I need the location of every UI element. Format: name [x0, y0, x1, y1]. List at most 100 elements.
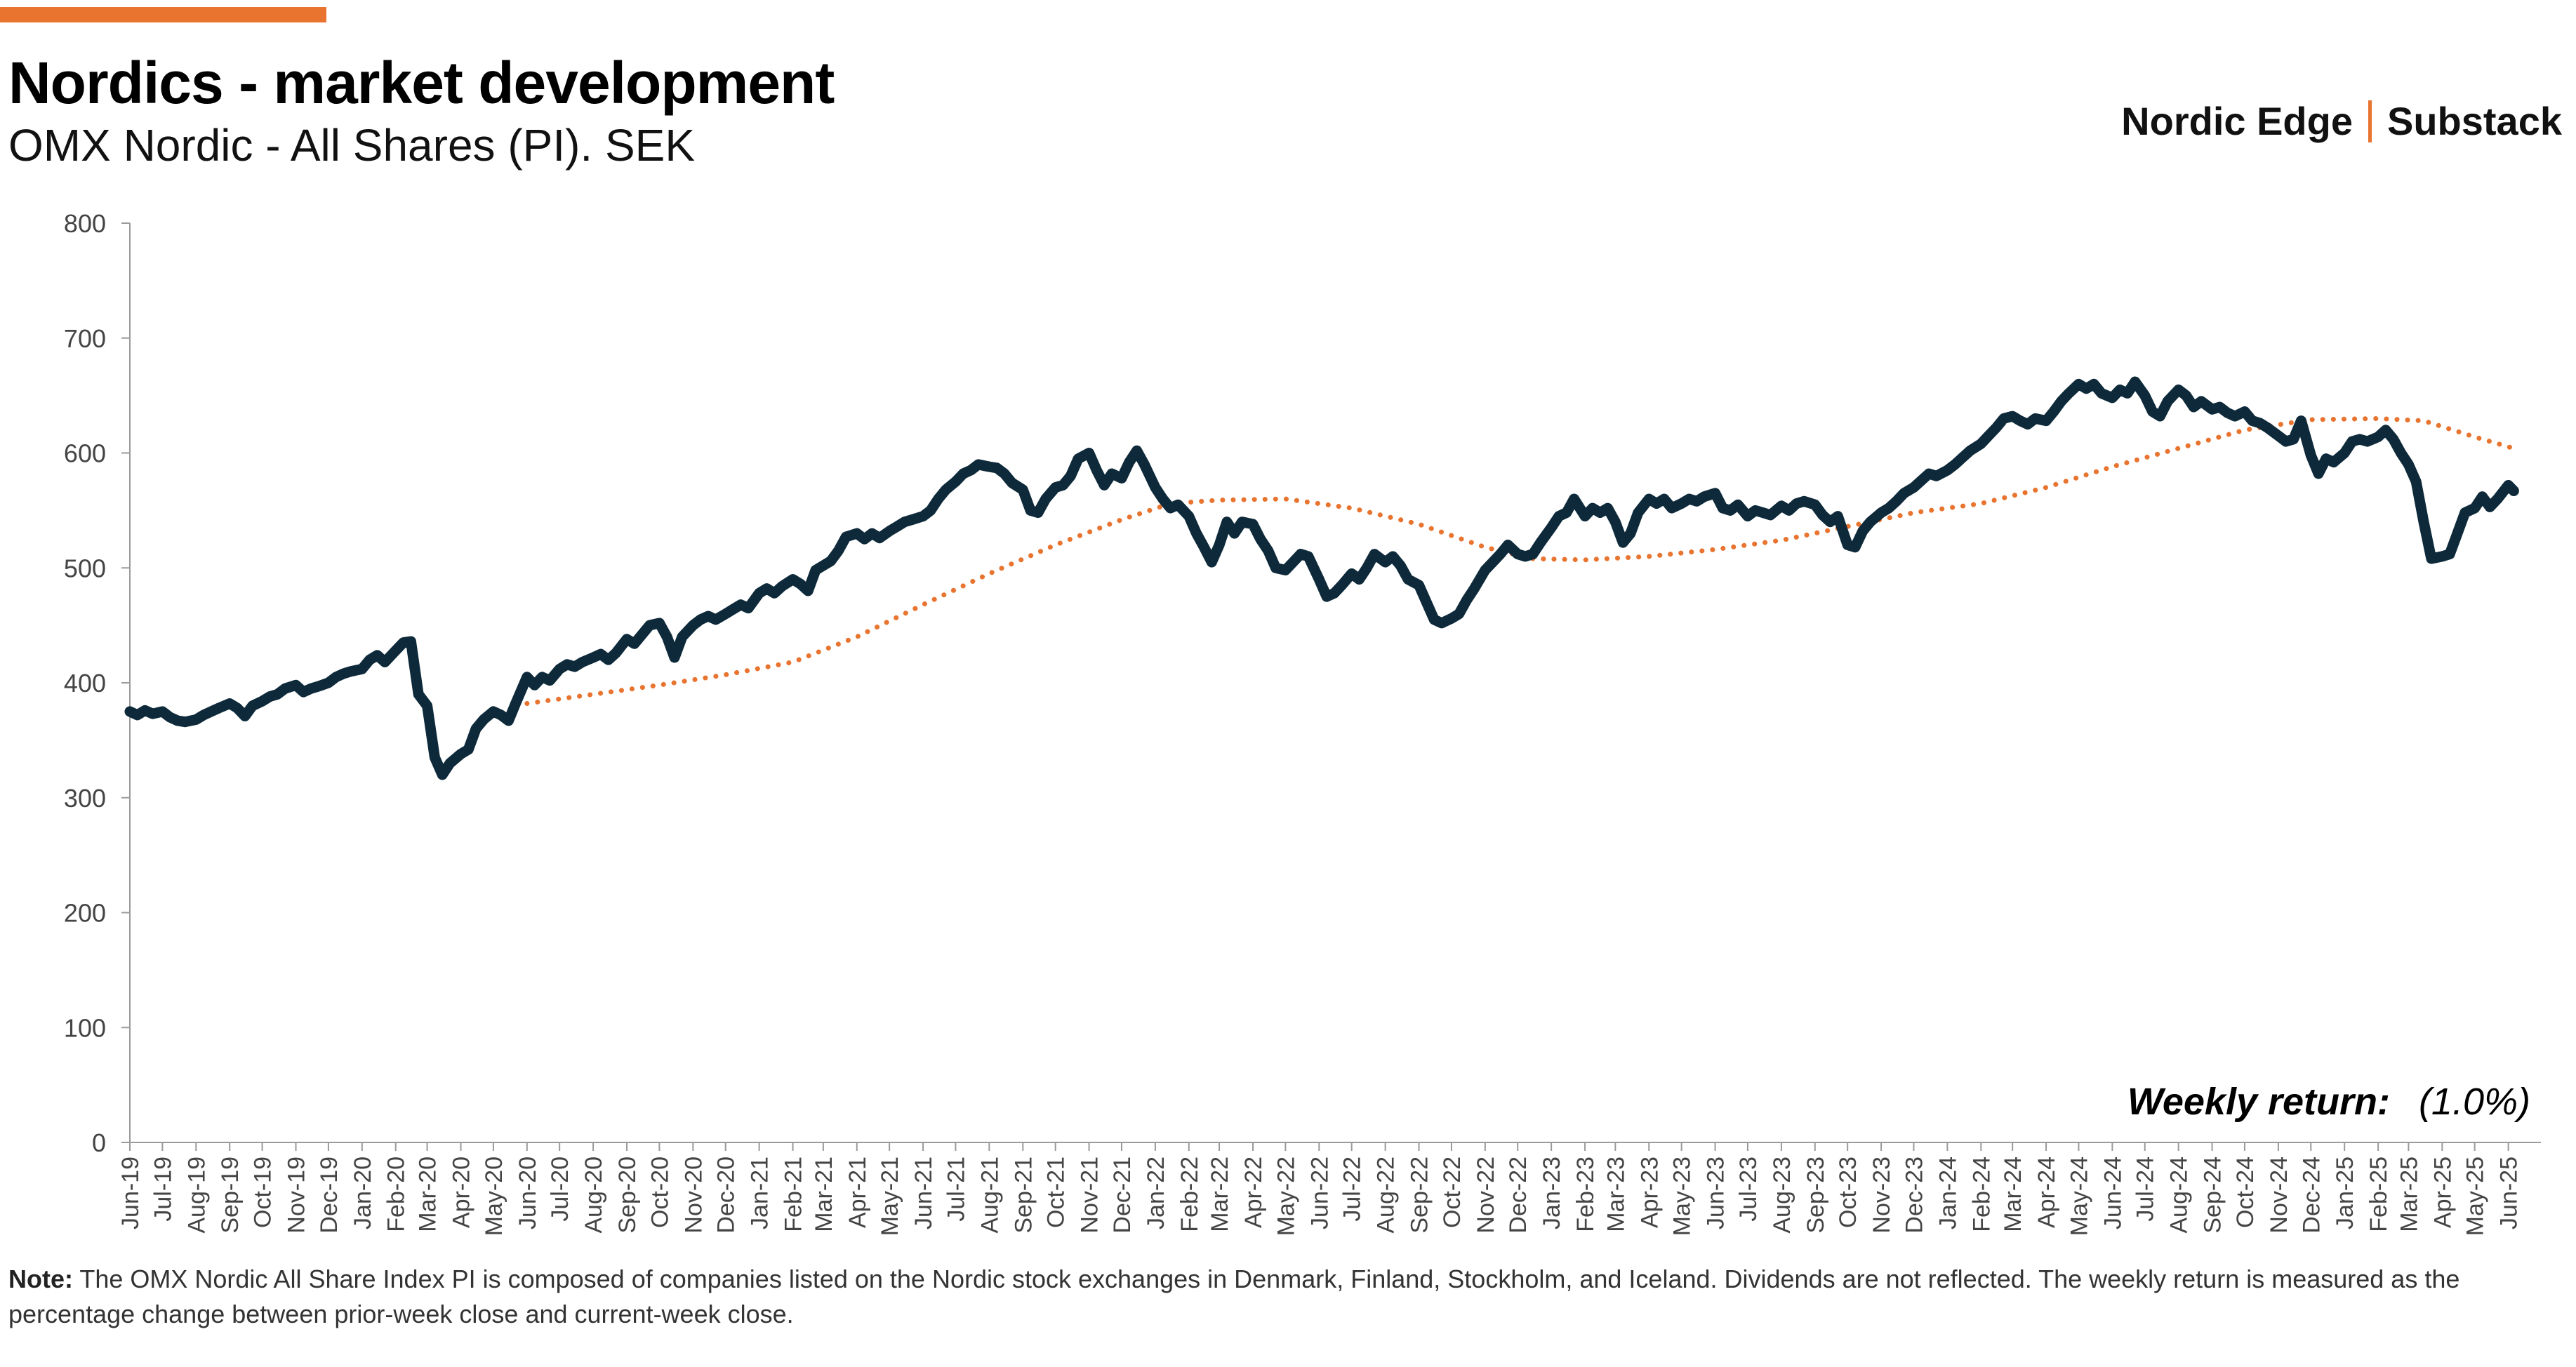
x-tick-label: Sep-19	[217, 1156, 244, 1234]
page-title: Nordics - market development	[8, 50, 835, 116]
brand-separator	[2368, 100, 2372, 142]
index-line	[124, 376, 2519, 780]
x-tick-label: Feb-20	[383, 1156, 410, 1232]
x-tick-label: Feb-25	[2365, 1156, 2392, 1232]
x-tick-label: Jan-23	[1539, 1156, 1565, 1229]
x-tick-label: Mar-23	[1602, 1156, 1629, 1232]
x-tick-label: Nov-22	[1473, 1156, 1499, 1234]
x-tick-label: Sep-21	[1010, 1156, 1037, 1234]
x-tick-label: Dec-21	[1109, 1156, 1136, 1234]
x-tick-label: Jun-20	[514, 1156, 541, 1229]
x-tick-label: Feb-21	[781, 1156, 807, 1232]
x-tick-label: Oct-24	[2232, 1156, 2259, 1228]
x-tick-label: Aug-20	[580, 1156, 607, 1234]
x-tick-label: Nov-24	[2266, 1156, 2292, 1234]
x-tick-label: Jan-25	[2332, 1156, 2358, 1229]
x-tick-label: Jul-24	[2132, 1156, 2159, 1222]
weekly-return-annotation: Weekly return: (1.0%)	[2127, 1081, 2530, 1123]
x-tick-label: May-20	[481, 1156, 507, 1236]
x-tick-label: Mar-22	[1207, 1156, 1233, 1232]
y-tick-label: 0	[92, 1128, 106, 1157]
x-tick-label: Apr-20	[449, 1156, 475, 1228]
y-tick-label: 800	[64, 209, 106, 238]
chart-axes	[129, 223, 2541, 1143]
x-tick-label: Sep-23	[1802, 1156, 1829, 1234]
x-tick-label: Jul-22	[1339, 1156, 1366, 1222]
x-tick-label: Aug-24	[2166, 1156, 2193, 1234]
x-tick-label: Aug-19	[183, 1156, 210, 1234]
x-tick-label: May-21	[877, 1156, 903, 1236]
x-tick-label: Jun-21	[910, 1156, 937, 1229]
x-tick-label: Aug-21	[976, 1156, 1003, 1234]
x-tick-label: Jan-24	[1934, 1156, 1961, 1229]
x-tick-label: Aug-23	[1769, 1156, 1795, 1234]
x-tick-label: Aug-22	[1373, 1156, 1400, 1234]
x-tick-label: Apr-24	[2033, 1156, 2060, 1228]
x-tick-label: Jun-22	[1306, 1156, 1333, 1229]
x-tick-label: Oct-21	[1043, 1156, 1070, 1228]
footnote: Note: The OMX Nordic All Share Index PI …	[8, 1262, 2563, 1332]
x-tick-label: Jul-20	[547, 1156, 573, 1222]
accent-bar	[0, 7, 326, 22]
x-tick-label: May-22	[1273, 1156, 1299, 1236]
x-tick-label: Oct-22	[1439, 1156, 1466, 1228]
chart-series	[124, 376, 2519, 780]
x-tick-label: May-25	[2462, 1156, 2489, 1236]
x-tick-label: May-24	[2066, 1156, 2092, 1236]
x-tick-label: Jun-19	[117, 1156, 144, 1229]
x-tick-label: Mar-25	[2396, 1156, 2422, 1232]
x-tick-label: Mar-20	[415, 1156, 441, 1232]
x-tick-label: Apr-23	[1636, 1156, 1663, 1228]
y-tick-label: 500	[64, 554, 106, 582]
brand-name-right: Substack	[2387, 99, 2562, 143]
x-tick-label: Feb-24	[1968, 1156, 1995, 1232]
y-tick-label: 400	[64, 669, 106, 698]
x-tick-label: Jul-23	[1735, 1156, 1762, 1222]
x-tick-label: Oct-19	[250, 1156, 277, 1228]
x-tick-label: Sep-22	[1407, 1156, 1433, 1234]
x-tick-label: Mar-21	[811, 1156, 837, 1232]
x-tick-label: Nov-19	[284, 1156, 310, 1234]
x-tick-label: Dec-24	[2298, 1156, 2325, 1234]
x-tick-label: Jan-20	[350, 1156, 376, 1229]
x-tick-label: Jul-21	[943, 1156, 969, 1222]
x-tick-label: Feb-23	[1572, 1156, 1599, 1232]
x-tick-label: Dec-19	[316, 1156, 343, 1234]
footnote-label: Note:	[8, 1265, 73, 1293]
x-axis-ticks: Jun-19 Jul-19 Aug-19 Sep-19 Oct-19 Nov-19 Dec-…	[117, 1142, 2523, 1236]
x-tick-label: Oct-23	[1835, 1156, 1861, 1228]
x-tick-label: Apr-21	[844, 1156, 871, 1228]
x-tick-label: Jun-23	[1703, 1156, 1729, 1229]
x-tick-label: May-23	[1669, 1156, 1696, 1236]
x-tick-label: Apr-25	[2429, 1156, 2456, 1228]
y-tick-label: 100	[64, 1013, 106, 1042]
x-tick-label: Nov-21	[1077, 1156, 1103, 1234]
x-tick-label: Nov-23	[1868, 1156, 1895, 1234]
x-tick-label: Jan-21	[747, 1156, 774, 1229]
weekly-return-value: (1.0%)	[2419, 1081, 2530, 1123]
x-tick-label: Jun-24	[2099, 1156, 2126, 1229]
y-axis-ticks: 0 100 200 300 400 500 600 700 800	[64, 209, 130, 1157]
x-tick-label: Sep-20	[614, 1156, 641, 1234]
x-tick-label: Nov-20	[680, 1156, 707, 1234]
x-tick-label: Dec-20	[713, 1156, 740, 1234]
page-subtitle: OMX Nordic - All Shares (PI). SEK	[8, 120, 696, 171]
x-tick-label: Sep-24	[2200, 1156, 2226, 1234]
x-tick-label: Feb-22	[1176, 1156, 1203, 1232]
x-tick-label: Jun-25	[2496, 1156, 2523, 1229]
y-tick-label: 600	[64, 439, 106, 468]
brand-name-left: Nordic Edge	[2121, 99, 2353, 143]
x-tick-label: Mar-24	[2000, 1156, 2026, 1232]
footnote-text: The OMX Nordic All Share Index PI is com…	[8, 1265, 2460, 1328]
y-tick-label: 200	[64, 899, 106, 928]
x-tick-label: Dec-22	[1505, 1156, 1532, 1234]
weekly-return-label: Weekly return:	[2127, 1081, 2390, 1123]
x-tick-label: Apr-22	[1240, 1156, 1267, 1228]
x-tick-label: Jul-19	[150, 1156, 176, 1222]
x-tick-label: Jan-22	[1143, 1156, 1169, 1229]
x-tick-label: Dec-23	[1901, 1156, 1927, 1234]
y-tick-label: 300	[64, 784, 106, 813]
x-tick-label: Oct-20	[646, 1156, 673, 1228]
y-tick-label: 700	[64, 324, 106, 353]
